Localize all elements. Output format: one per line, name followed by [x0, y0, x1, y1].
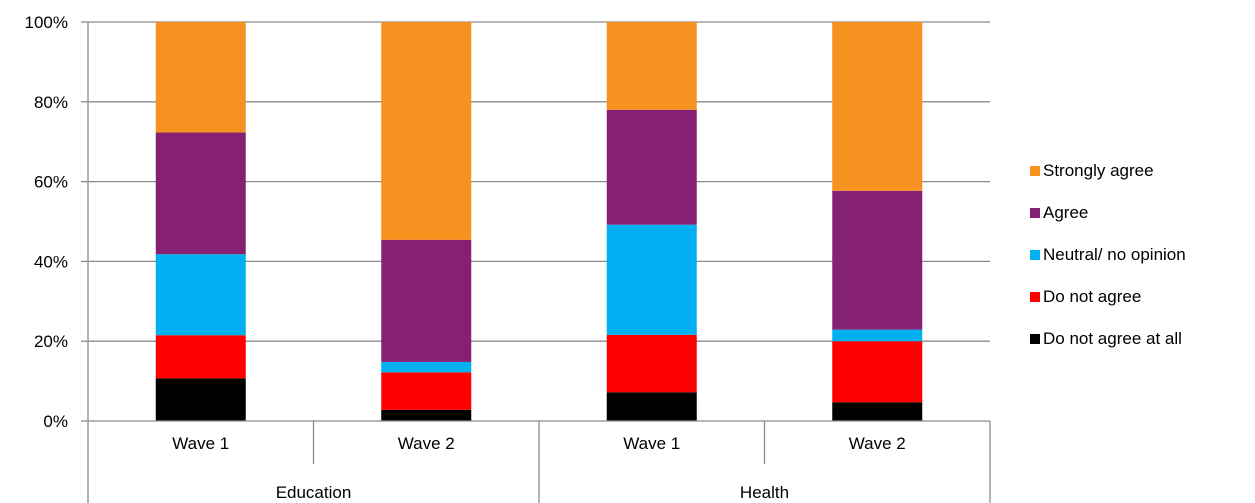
bar-segment	[381, 361, 472, 373]
x-category-label: Wave 1	[172, 434, 229, 453]
bar-segment	[155, 22, 246, 133]
bar-segment	[606, 334, 697, 393]
legend-item: Neutral/ no opinion	[1030, 244, 1186, 265]
bar-segment	[381, 239, 472, 362]
bar-segment	[832, 329, 923, 342]
bar-segment	[832, 190, 923, 330]
x-group-label: Health	[740, 483, 789, 502]
bar-segment	[381, 372, 472, 410]
bar-segment	[832, 22, 923, 191]
legend-item: Strongly agree	[1030, 160, 1186, 181]
legend-item: Do not agree at all	[1030, 328, 1186, 349]
y-tick-label: 60%	[34, 173, 68, 192]
y-tick-label: 0%	[43, 412, 68, 431]
bar-segment	[155, 254, 246, 336]
x-category-label: Wave 2	[849, 434, 906, 453]
bars	[155, 22, 923, 421]
x-group-label: Education	[276, 483, 352, 502]
bar-segment	[606, 392, 697, 421]
bar-segment	[155, 335, 246, 379]
axes	[81, 21, 991, 503]
bar-segment	[832, 341, 923, 403]
legend-swatch	[1030, 165, 1040, 176]
legend-label: Do not agree	[1043, 287, 1142, 306]
bar-segment	[832, 402, 923, 421]
x-category-labels: Wave 1 Wave 2 Wave 1 Wave 2 Education Health	[172, 434, 906, 502]
legend-label: Agree	[1043, 203, 1089, 222]
y-tick-label: 100%	[25, 13, 68, 32]
x-category-label: Wave 2	[398, 434, 455, 453]
legend-swatch	[1030, 249, 1040, 260]
bar-segment	[155, 378, 246, 421]
x-category-label: Wave 1	[623, 434, 680, 453]
legend-label: Neutral/ no opinion	[1043, 245, 1186, 264]
y-tick-label: 40%	[34, 252, 68, 271]
bar-segment	[606, 224, 697, 335]
legend-item: Do not agree	[1030, 286, 1186, 307]
bar-segment	[606, 22, 697, 110]
legend: Strongly agree Agree Neutral/ no opinion Do…	[1030, 160, 1186, 370]
y-tick-label: 20%	[34, 332, 68, 351]
bar-segment	[381, 22, 472, 240]
legend-label: Do not agree at all	[1043, 329, 1182, 348]
legend-item: Agree	[1030, 202, 1186, 223]
legend-swatch	[1030, 333, 1040, 344]
y-tick-label: 80%	[34, 93, 68, 112]
y-tick-labels: 0% 20% 40% 60% 80% 100%	[25, 13, 68, 431]
legend-swatch	[1030, 291, 1040, 302]
legend-label: Strongly agree	[1043, 161, 1154, 180]
bar-segment	[381, 409, 472, 421]
legend-swatch	[1030, 207, 1040, 218]
bar-segment	[606, 109, 697, 225]
bar-segment	[155, 132, 246, 255]
